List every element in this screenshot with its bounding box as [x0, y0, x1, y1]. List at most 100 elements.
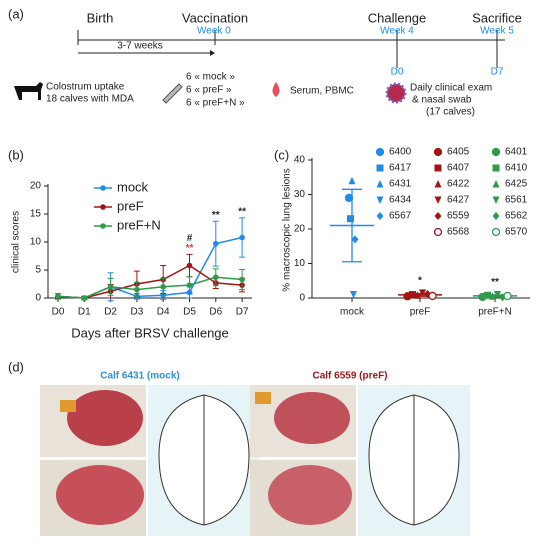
y-tick-label: 0 — [299, 293, 305, 304]
marker — [494, 291, 501, 299]
point — [213, 274, 219, 281]
x-tick-label: preF+N — [478, 307, 512, 318]
legend-label: 6425 — [505, 179, 528, 190]
legend-label: 6431 — [389, 179, 412, 190]
lung-outline — [368, 394, 460, 526]
legend-label: 6401 — [505, 147, 528, 158]
annotation: ** — [212, 210, 220, 221]
marker — [428, 291, 437, 301]
panel-label: (b) — [8, 147, 24, 162]
legend-label: 6567 — [389, 211, 412, 222]
arrow-head — [210, 50, 215, 56]
marker — [347, 215, 354, 223]
marker — [434, 180, 442, 188]
legend-label: 6559 — [447, 211, 470, 222]
annotation: ** — [186, 243, 194, 254]
annotation: # — [187, 233, 193, 244]
marker — [492, 196, 500, 204]
point — [55, 293, 61, 300]
legend-label: 6400 — [389, 147, 412, 158]
marker — [491, 227, 501, 237]
lung — [274, 392, 350, 444]
legend-label: 6570 — [505, 227, 528, 238]
x-tick-label: D1 — [78, 307, 91, 318]
tag — [60, 400, 76, 412]
x-tick-label: mock — [340, 307, 365, 318]
syringe-icon — [162, 83, 183, 104]
x-tick-label: preF — [410, 307, 431, 318]
legend-label: 6427 — [447, 195, 470, 206]
lung-outline — [158, 394, 250, 526]
point — [186, 282, 193, 288]
marker — [376, 180, 384, 188]
event: Birth — [87, 10, 114, 25]
lung — [56, 465, 144, 525]
colostrum: Colostrum uptake — [46, 82, 125, 93]
marker — [375, 147, 385, 157]
lung — [268, 465, 352, 525]
point — [160, 284, 166, 290]
x-tick-label: D2 — [104, 307, 117, 318]
lung — [67, 390, 143, 446]
x-tick-label: D3 — [131, 307, 144, 318]
group: 6 « preF+N » — [186, 98, 245, 109]
legend-label: 6422 — [447, 179, 470, 190]
marker — [414, 291, 421, 299]
legend-label: 6405 — [447, 147, 470, 158]
y-tick-label: 20 — [294, 224, 306, 235]
legend-label: mock — [117, 179, 149, 194]
marker — [376, 196, 384, 204]
x-tick-label: D7 — [236, 307, 249, 318]
marker — [433, 227, 443, 237]
legend-label: 6410 — [505, 163, 528, 174]
y-tick-label: 20 — [30, 181, 42, 192]
legend-label: 6568 — [447, 227, 470, 238]
event: Challenge — [368, 10, 427, 25]
legend-label: 6562 — [505, 211, 528, 222]
panel-a: (a) Birth Vaccination Week 0 Challenge W… — [8, 6, 522, 117]
marker — [492, 212, 500, 220]
annotation: ** — [238, 207, 246, 218]
week: Week 4 — [380, 26, 414, 37]
marker — [419, 289, 426, 297]
event: Vaccination — [182, 10, 248, 25]
marker — [348, 176, 356, 185]
group: 6 « preF » — [186, 85, 232, 96]
marker — [433, 147, 443, 157]
panel-label: (c) — [274, 147, 289, 162]
interval: 3-7 weeks — [117, 41, 163, 52]
annotation: * — [418, 275, 422, 286]
legend-marker — [100, 223, 106, 229]
point — [134, 286, 140, 293]
marker — [409, 291, 416, 299]
x-axis-label: Days after BRSV challenge — [71, 325, 229, 340]
monitoring: Daily clinical exam — [410, 83, 492, 94]
colostrum: 18 calves with MDA — [46, 94, 134, 105]
x-tick-label: D5 — [183, 307, 196, 318]
legend-marker — [100, 185, 106, 191]
x-tick-label: D4 — [157, 307, 170, 318]
day: D0 — [391, 67, 404, 78]
axes — [47, 184, 252, 299]
legend-label: preF — [117, 198, 144, 213]
marker — [350, 291, 357, 299]
y-tick-label: 10 — [30, 237, 42, 248]
marker — [376, 164, 384, 172]
marker — [489, 292, 496, 300]
panel-d: (d) Calf 6431 (mock) Calf 6559 (preF) — [8, 359, 470, 536]
drop-icon — [272, 82, 280, 97]
legend-marker — [100, 204, 106, 210]
marker — [434, 164, 442, 172]
marker — [434, 196, 442, 204]
virus-icon — [385, 82, 407, 104]
week: Week 0 — [197, 26, 231, 37]
marker — [351, 235, 359, 244]
marker — [492, 164, 500, 172]
y-axis-label: clinical scores — [11, 211, 22, 273]
y-tick-label: 0 — [35, 293, 41, 304]
marker — [492, 180, 500, 188]
legend-label: preF+N — [117, 217, 161, 232]
tag — [255, 392, 271, 404]
day: D7 — [491, 67, 504, 78]
